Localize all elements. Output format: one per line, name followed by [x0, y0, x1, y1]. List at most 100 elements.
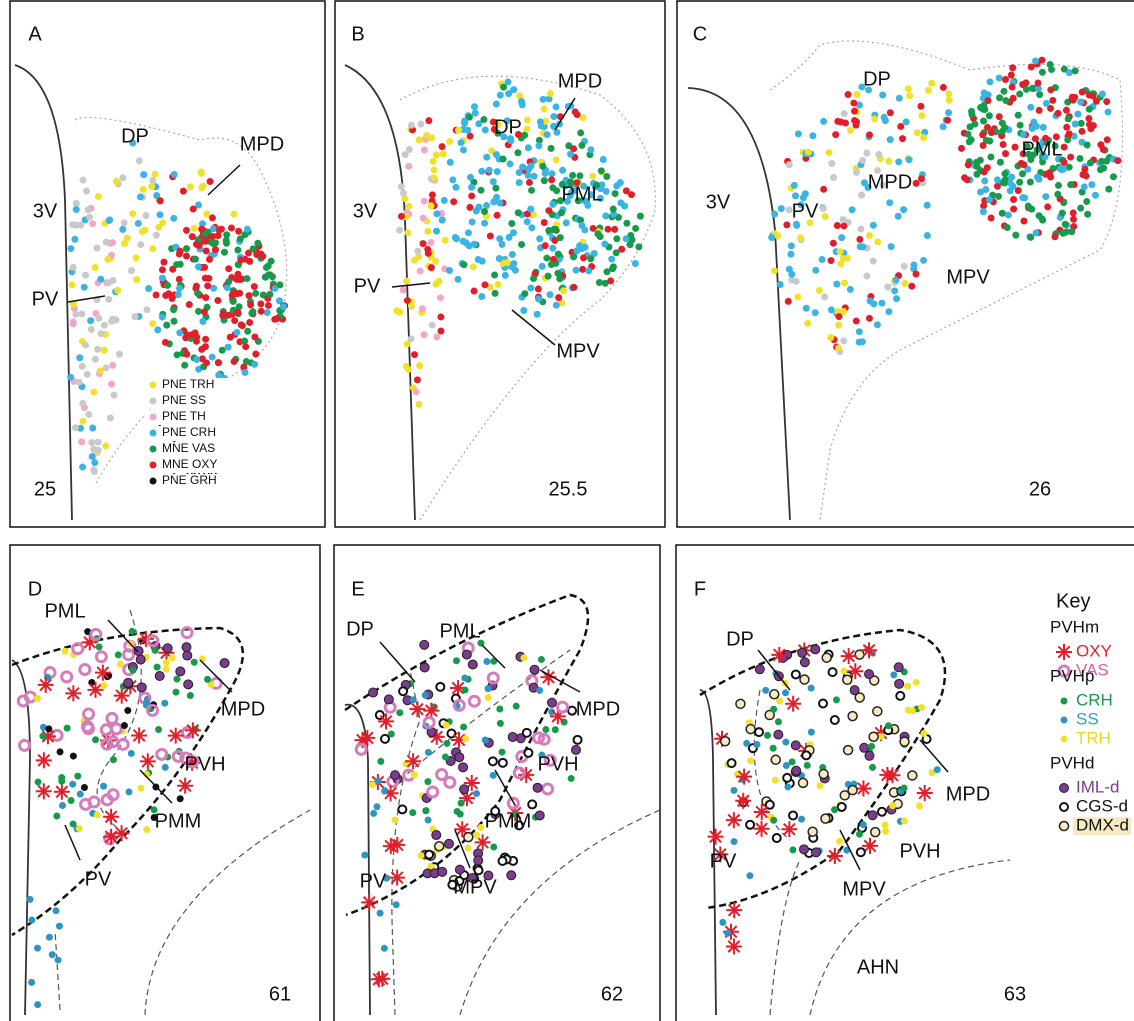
dot-marker — [223, 283, 231, 291]
dot-marker — [490, 125, 498, 133]
dot-marker — [770, 705, 778, 713]
star-marker — [862, 837, 879, 854]
dot-marker — [1077, 98, 1085, 106]
dot-marker — [214, 359, 222, 367]
dot-marker — [835, 313, 843, 321]
dot-marker — [492, 151, 500, 159]
dot-marker — [1056, 165, 1064, 173]
dot-marker — [493, 211, 501, 219]
dot-marker — [865, 86, 873, 94]
dot-marker — [788, 270, 796, 278]
dot-marker — [152, 231, 160, 239]
dot-marker — [241, 368, 249, 376]
dot-marker — [67, 797, 75, 805]
dot-marker — [457, 799, 465, 807]
dot-marker — [840, 110, 848, 118]
dot-marker — [473, 790, 481, 798]
dot-marker — [807, 684, 815, 692]
dot-marker — [115, 350, 123, 358]
dot-marker — [405, 146, 413, 154]
dot-marker — [613, 235, 621, 243]
dot-marker — [197, 168, 205, 176]
dot-marker — [987, 129, 995, 137]
dot-marker — [135, 654, 146, 665]
dot-marker — [1008, 173, 1016, 181]
star-ray — [848, 664, 862, 678]
dot-marker — [506, 160, 514, 168]
dot-marker — [553, 128, 561, 136]
dot-marker — [790, 740, 801, 751]
dot-marker — [498, 748, 506, 756]
dot-marker — [155, 223, 163, 231]
dot-marker — [787, 250, 795, 258]
dot-marker — [254, 239, 262, 247]
dot-marker — [266, 290, 274, 298]
dot-marker — [981, 177, 989, 185]
dot-marker — [162, 643, 173, 654]
dot-marker — [427, 202, 435, 210]
star-ray — [411, 702, 424, 716]
leader-line — [199, 659, 233, 693]
star-marker — [855, 780, 872, 797]
dot-marker — [63, 724, 71, 732]
dot-marker — [810, 644, 821, 655]
star-ray — [918, 786, 932, 800]
region-label: 3V — [33, 200, 58, 222]
dot-marker — [886, 109, 894, 117]
legend-swatch — [149, 429, 157, 437]
dot-marker — [467, 873, 478, 884]
dot-marker — [613, 182, 621, 190]
dot-marker — [530, 274, 538, 282]
dot-marker — [94, 345, 102, 353]
dot-marker — [160, 258, 168, 266]
star-marker — [771, 646, 788, 663]
leader-line — [107, 619, 139, 653]
dot-marker — [873, 321, 881, 329]
star-marker — [37, 676, 54, 693]
dot-marker — [225, 265, 233, 273]
dot-marker — [77, 221, 85, 229]
dot-marker — [1071, 120, 1079, 128]
star-ray — [384, 839, 398, 853]
dot-marker — [104, 279, 112, 287]
dot-marker — [95, 314, 103, 322]
dot-marker — [543, 254, 551, 262]
dot-marker — [1071, 67, 1079, 75]
ring-marker — [106, 735, 120, 749]
dot-marker — [110, 391, 118, 399]
dot-marker — [1085, 115, 1093, 123]
dot-marker — [986, 196, 994, 204]
dot-marker — [202, 335, 210, 343]
star-marker — [847, 663, 864, 680]
dot-marker — [380, 944, 388, 952]
dot-marker — [1068, 228, 1076, 236]
dot-marker — [112, 177, 120, 185]
dot-marker — [578, 141, 586, 149]
dot-marker — [879, 91, 887, 99]
dot-marker — [825, 148, 833, 156]
dot-marker — [419, 240, 427, 248]
dot-marker — [466, 203, 474, 211]
dot-marker — [119, 174, 127, 182]
dot-marker — [214, 232, 222, 240]
ring-marker — [829, 714, 840, 725]
region-label: PML — [561, 183, 602, 205]
dot-marker — [423, 131, 431, 139]
dot-marker — [231, 317, 239, 325]
ring-marker — [827, 667, 838, 678]
star-marker — [35, 783, 52, 800]
ring-marker — [821, 652, 832, 663]
dot-marker — [1002, 97, 1010, 105]
star-marker — [167, 727, 184, 744]
star-ray — [372, 972, 386, 986]
legend-label: PNE GRH — [162, 473, 217, 487]
dot-marker — [433, 227, 441, 235]
dot-marker — [94, 192, 102, 200]
dot-marker — [53, 812, 61, 820]
dot-marker — [248, 309, 256, 317]
dot-marker — [158, 313, 166, 321]
dot-marker — [833, 280, 841, 288]
dot-marker — [161, 338, 169, 346]
dot-marker — [827, 333, 835, 341]
legend-swatch — [149, 381, 157, 389]
